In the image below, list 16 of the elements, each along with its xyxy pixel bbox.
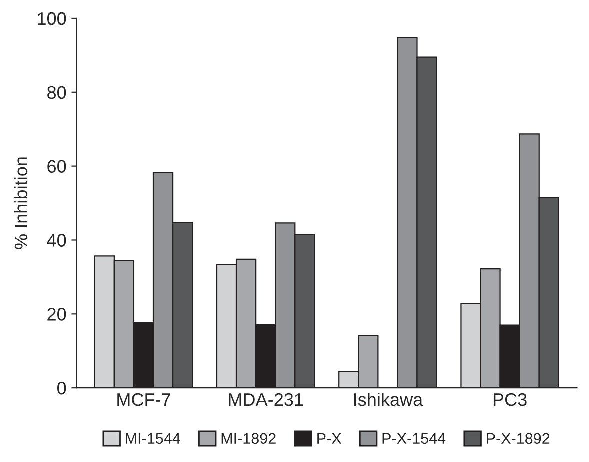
y-axis-title: % Inhibition: [14, 158, 28, 250]
x-tick-label: MCF-7: [118, 393, 170, 406]
legend-label: MI-1892: [222, 433, 276, 444]
y-tick-label: 0: [58, 382, 66, 395]
y-tick-label: 20: [48, 308, 66, 321]
legend-label: P-X-1892: [487, 433, 550, 444]
legend-label: P-X: [318, 433, 342, 444]
x-tick-label: MDA-231: [229, 393, 304, 406]
y-tick-label: 80: [48, 86, 66, 100]
y-tick-label: 40: [47, 234, 66, 247]
x-tick-label: Ishikawa: [354, 392, 424, 406]
y-tick-label: 60: [48, 160, 66, 174]
x-tick-label: PC3: [494, 393, 527, 406]
legend-label: MI-1544: [126, 433, 180, 444]
y-tick-label: 100: [38, 12, 66, 26]
legend-label: P-X-1544: [382, 433, 446, 444]
